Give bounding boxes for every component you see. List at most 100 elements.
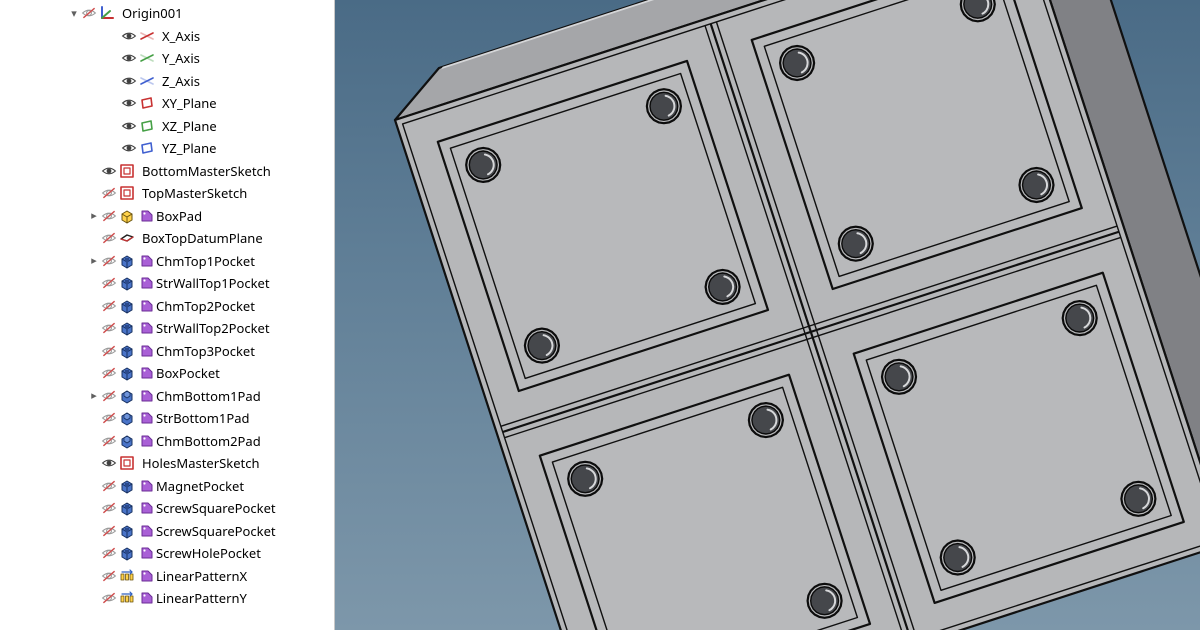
pocket-icon [118,275,136,291]
visibility-off-icon[interactable] [100,231,118,245]
tree-item-axis[interactable]: Z_Axis [0,70,334,93]
tag-icon [140,524,154,538]
axis-icon [138,50,156,66]
tree-item-label: ChmBottom2Pad [154,432,261,450]
tree-item-axis[interactable]: Y_Axis [0,47,334,70]
tree-item-feature[interactable]: ▸ ChmTop1Pocket [0,250,334,273]
tree-item-feature[interactable]: BoxTopDatumPlane [0,227,334,250]
tree-item-feature[interactable]: StrWallTop1Pocket [0,272,334,295]
visibility-on-icon[interactable] [120,51,138,65]
tree-item-label: Y_Axis [160,49,200,67]
visibility-on-icon[interactable] [120,96,138,110]
expand-icon[interactable]: ▸ [88,253,100,268]
tree-item-origin[interactable]: ▾ Origin001 [0,2,334,25]
3d-viewport[interactable] [335,0,1200,630]
pad2-icon [118,388,136,404]
tree-item-feature[interactable]: HolesMasterSketch [0,452,334,475]
tree-item-feature[interactable]: ScrewSquarePocket [0,520,334,543]
tree-item-plane[interactable]: XZ_Plane [0,115,334,138]
tree-item-label: BottomMasterSketch [140,162,271,180]
tag-icon [140,276,154,290]
collapse-icon[interactable]: ▾ [68,6,80,21]
visibility-off-icon[interactable] [100,366,118,380]
tree-item-label: ScrewHolePocket [154,544,261,562]
tree-item-feature[interactable]: ScrewHolePocket [0,542,334,565]
tree-item-label: LinearPatternY [154,589,247,607]
visibility-on-icon[interactable] [100,456,118,470]
pocket-icon [118,545,136,561]
axis-icon [138,28,156,44]
tree-item-label: ScrewSquarePocket [154,499,276,517]
tag-icon [140,434,154,448]
visibility-off-icon[interactable] [100,299,118,313]
sketch-icon [118,185,136,201]
visibility-on-icon[interactable] [120,119,138,133]
tag-icon [140,299,154,313]
visibility-off-icon[interactable] [100,501,118,515]
tree-item-feature[interactable]: BottomMasterSketch [0,160,334,183]
visibility-off-icon[interactable] [100,186,118,200]
tree-item-label: XY_Plane [160,94,217,112]
visibility-off-icon[interactable] [100,254,118,268]
tree-item-plane[interactable]: XY_Plane [0,92,334,115]
tree-item-label: ChmBottom1Pad [154,387,261,405]
tree-item-feature[interactable]: ChmTop2Pocket [0,295,334,318]
pad-icon [118,208,136,224]
visibility-off-icon[interactable] [100,321,118,335]
tag-icon [140,411,154,425]
expand-icon[interactable]: ▸ [88,208,100,223]
pocket-icon [118,298,136,314]
tree-item-feature[interactable]: ChmBottom2Pad [0,430,334,453]
visibility-off-icon[interactable] [100,209,118,223]
visibility-off-icon[interactable] [100,434,118,448]
visibility-off-icon[interactable] [80,6,98,20]
pocket-icon [118,478,136,494]
tree-item-feature[interactable]: StrWallTop2Pocket [0,317,334,340]
tree-item-feature[interactable]: MagnetPocket [0,475,334,498]
tree-item-plane[interactable]: YZ_Plane [0,137,334,160]
tree-item-feature[interactable]: LinearPatternX [0,565,334,588]
expand-icon[interactable]: ▸ [88,388,100,403]
origin-icon [98,5,116,21]
pattern-icon [118,590,136,606]
visibility-off-icon[interactable] [100,411,118,425]
tree-item-label: StrWallTop1Pocket [154,274,270,292]
visibility-on-icon[interactable] [120,141,138,155]
tree-item-feature[interactable]: ChmTop3Pocket [0,340,334,363]
tree-item-label: Origin001 [120,4,183,22]
tree-item-feature[interactable]: ▸ BoxPad [0,205,334,228]
visibility-off-icon[interactable] [100,591,118,605]
tree-item-label: BoxTopDatumPlane [140,229,263,247]
visibility-off-icon[interactable] [100,524,118,538]
visibility-off-icon[interactable] [100,389,118,403]
visibility-on-icon[interactable] [120,74,138,88]
visibility-off-icon[interactable] [100,344,118,358]
tree-item-axis[interactable]: X_Axis [0,25,334,48]
tree-item-feature[interactable]: StrBottom1Pad [0,407,334,430]
visibility-off-icon[interactable] [100,276,118,290]
plane-icon [138,140,156,156]
visibility-on-icon[interactable] [100,164,118,178]
visibility-off-icon[interactable] [100,546,118,560]
tag-icon [140,389,154,403]
tree-item-feature[interactable]: BoxPocket [0,362,334,385]
pocket-icon [118,343,136,359]
tree-item-label: X_Axis [160,27,200,45]
tree-item-label: BoxPocket [154,364,220,382]
tree-item-label: TopMasterSketch [140,184,247,202]
tree-item-feature[interactable]: ▸ ChmBottom1Pad [0,385,334,408]
tree-item-label: MagnetPocket [154,477,244,495]
tag-icon [140,546,154,560]
tree-item-label: ChmTop1Pocket [154,252,255,270]
sketch-icon [118,163,136,179]
tree-item-feature[interactable]: ScrewSquarePocket [0,497,334,520]
visibility-off-icon[interactable] [100,569,118,583]
pocket-icon [118,500,136,516]
visibility-on-icon[interactable] [120,29,138,43]
tree-item-feature[interactable]: LinearPatternY [0,587,334,610]
tree-item-label: HolesMasterSketch [140,454,260,472]
tag-icon [140,569,154,583]
tree-item-feature[interactable]: TopMasterSketch [0,182,334,205]
visibility-off-icon[interactable] [100,479,118,493]
tree-item-label: BoxPad [154,207,202,225]
